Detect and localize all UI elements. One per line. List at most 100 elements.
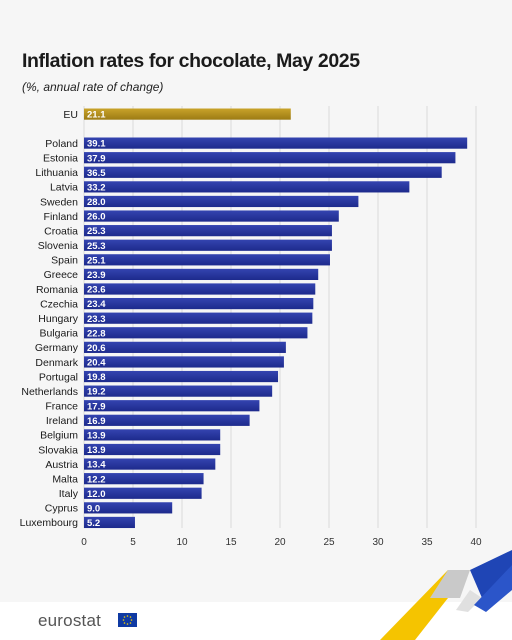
category-label: Spain (51, 255, 78, 267)
value-label: 17.9 (87, 401, 106, 412)
value-label: 20.4 (87, 358, 106, 369)
category-label: France (45, 401, 78, 413)
bar (84, 210, 339, 222)
x-tick-label: 20 (274, 537, 286, 548)
bar (84, 225, 332, 237)
category-label: EU (63, 109, 78, 121)
value-label: 25.1 (87, 255, 106, 266)
category-label: Ireland (46, 415, 78, 427)
category-label: Malta (52, 473, 78, 485)
bar (84, 487, 202, 499)
value-label: 33.2 (87, 182, 106, 193)
value-label: 37.9 (87, 153, 106, 164)
category-label: Luxembourg (20, 517, 79, 529)
value-label: 13.9 (87, 445, 106, 456)
value-label: 13.9 (87, 431, 106, 442)
category-label: Slovakia (38, 444, 78, 456)
value-label: 23.4 (87, 299, 106, 310)
x-tick-label: 15 (225, 537, 237, 548)
bars: EU 21.1 Poland 39.1 Estonia 37.9 Lithuania 36.5… (20, 108, 468, 529)
category-label: Cyprus (45, 503, 78, 515)
category-label: Belgium (40, 430, 78, 442)
category-label: Poland (45, 138, 78, 150)
value-label: 19.8 (87, 372, 106, 383)
bar (84, 414, 250, 426)
bar-chart: EU 21.1 Poland 39.1 Estonia 37.9 Lithuania 36.5… (20, 106, 482, 548)
value-label: 25.3 (87, 226, 106, 237)
value-label: 16.9 (87, 416, 106, 427)
bar (84, 443, 221, 456)
bar (84, 268, 319, 281)
bar (84, 502, 173, 514)
bar (84, 327, 308, 339)
bar (84, 254, 330, 266)
category-label: Czechia (40, 298, 78, 310)
category-label: Italy (59, 488, 79, 500)
chart-title: Inflation rates for chocolate, May 2025 (22, 50, 360, 72)
category-label: Greece (44, 269, 79, 281)
value-label: 19.2 (87, 387, 106, 398)
bar (84, 297, 314, 310)
value-label: 28.0 (87, 197, 106, 208)
bar-eu (84, 108, 291, 120)
bar (84, 385, 273, 397)
bar (84, 195, 359, 208)
value-label: 22.8 (87, 328, 106, 339)
value-label: 25.3 (87, 241, 106, 252)
x-tick-label: 40 (470, 537, 482, 548)
category-label: Austria (45, 459, 78, 471)
bar (84, 516, 135, 529)
bar (84, 458, 216, 470)
x-tick-label: 10 (176, 537, 188, 548)
bar (84, 181, 410, 193)
decorative-swoosh (380, 550, 512, 640)
category-label: Romania (36, 284, 78, 296)
category-label: Estonia (43, 152, 78, 164)
chart-subtitle: (%, annual rate of change) (22, 80, 164, 94)
value-label: 36.5 (87, 168, 106, 179)
category-label: Bulgaria (39, 328, 78, 340)
category-label: Netherlands (21, 386, 78, 398)
x-tick-label: 30 (372, 537, 384, 548)
bar (84, 473, 204, 485)
value-label: 12.0 (87, 489, 106, 500)
x-tick-label: 25 (323, 537, 335, 548)
bar (84, 429, 221, 441)
value-label: 12.2 (87, 474, 106, 485)
bar (84, 370, 279, 383)
value-label: 23.6 (87, 285, 106, 296)
x-tick-label: 0 (81, 537, 87, 548)
value-label: 23.9 (87, 270, 106, 281)
category-label: Denmark (35, 357, 78, 369)
bar (84, 341, 286, 353)
x-axis: 0 5 10 15 20 25 30 35 40 (81, 537, 482, 548)
category-label: Croatia (44, 225, 78, 237)
value-label: 39.1 (87, 139, 106, 150)
eurostat-logo: eurostat (38, 611, 102, 630)
value-label: 9.0 (87, 503, 100, 514)
bar (84, 400, 260, 412)
bar (84, 356, 284, 368)
bar (84, 312, 313, 324)
category-label: Lithuania (35, 167, 78, 179)
category-label: Finland (44, 211, 79, 223)
x-tick-label: 35 (421, 537, 433, 548)
bar (84, 152, 456, 164)
bar (84, 137, 468, 149)
value-label: 13.4 (87, 460, 106, 471)
x-tick-label: 5 (130, 537, 136, 548)
value-label: 26.0 (87, 212, 106, 223)
value-label: 21.1 (87, 110, 106, 121)
category-label: Germany (35, 342, 79, 354)
bar (84, 166, 442, 178)
category-label: Sweden (40, 196, 78, 208)
value-label: 20.6 (87, 343, 106, 354)
eu-flag-icon (118, 613, 137, 627)
category-label: Hungary (38, 313, 78, 325)
category-label: Slovenia (38, 240, 78, 252)
value-label: 23.3 (87, 314, 106, 325)
bar (84, 239, 332, 251)
category-label: Portugal (39, 371, 78, 383)
bar (84, 283, 316, 295)
value-label: 5.2 (87, 518, 100, 529)
